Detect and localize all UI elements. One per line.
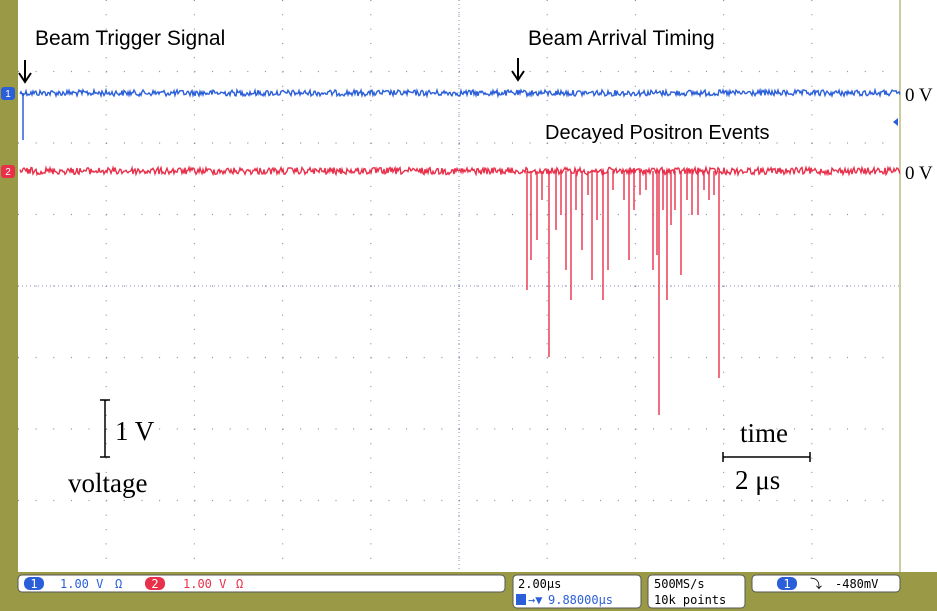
channel-box	[17, 574, 506, 593]
ch1-ground-label: 0 V	[905, 85, 933, 106]
trigger-icon	[516, 594, 526, 605]
voltage-value: 1 V	[115, 416, 155, 446]
ch1-num: 1	[30, 577, 37, 591]
ch2-marker: 2	[5, 167, 11, 178]
time-scale-bar	[722, 452, 811, 462]
annotation: Beam Arrival Timing	[528, 27, 715, 50]
annotation: Beam Trigger Signal	[35, 27, 225, 50]
trace	[19, 87, 901, 99]
right-margin	[900, 0, 937, 572]
ch1-scale: 1.00 V	[60, 577, 103, 591]
trace	[19, 165, 901, 178]
trig-slope: ⤵	[810, 577, 822, 591]
time-label: time	[740, 418, 788, 448]
arrow	[511, 58, 525, 82]
acquisition-box	[647, 574, 746, 609]
time-value: 2 μs	[735, 465, 780, 495]
ch1-badge	[24, 577, 44, 590]
ch2-coupling: Ω	[236, 577, 243, 591]
record-length: 10k points	[654, 593, 726, 607]
voltage-scale-bar	[100, 399, 110, 458]
ch1-marker-box	[1, 87, 15, 100]
ch2-scale: 1.00 V	[183, 577, 226, 591]
left-frame	[0, 0, 18, 611]
grid	[18, 0, 900, 572]
trig-badge	[777, 577, 797, 590]
trig-channel: 1	[783, 577, 790, 591]
sample-rate: 500MS/s	[654, 577, 705, 591]
annotation: Decayed Positron Events	[545, 122, 770, 144]
ch2-badge	[145, 577, 165, 590]
timebase-box	[512, 574, 642, 609]
timebase: 2.00µs	[518, 577, 561, 591]
ch2-marker-box	[1, 165, 15, 178]
arrow	[18, 60, 32, 84]
trigger-position: 9.88000µs	[548, 593, 613, 607]
ch1-coupling: Ω	[115, 577, 122, 591]
trigger-arrow: →▼	[528, 593, 543, 607]
ch2-ground-label: 0 V	[905, 163, 933, 184]
voltage-label: voltage	[68, 468, 147, 498]
trig-level: -480mV	[835, 577, 878, 591]
ch2-num: 2	[151, 577, 158, 591]
ch1-marker: 1	[5, 89, 11, 100]
traces	[19, 0, 901, 415]
